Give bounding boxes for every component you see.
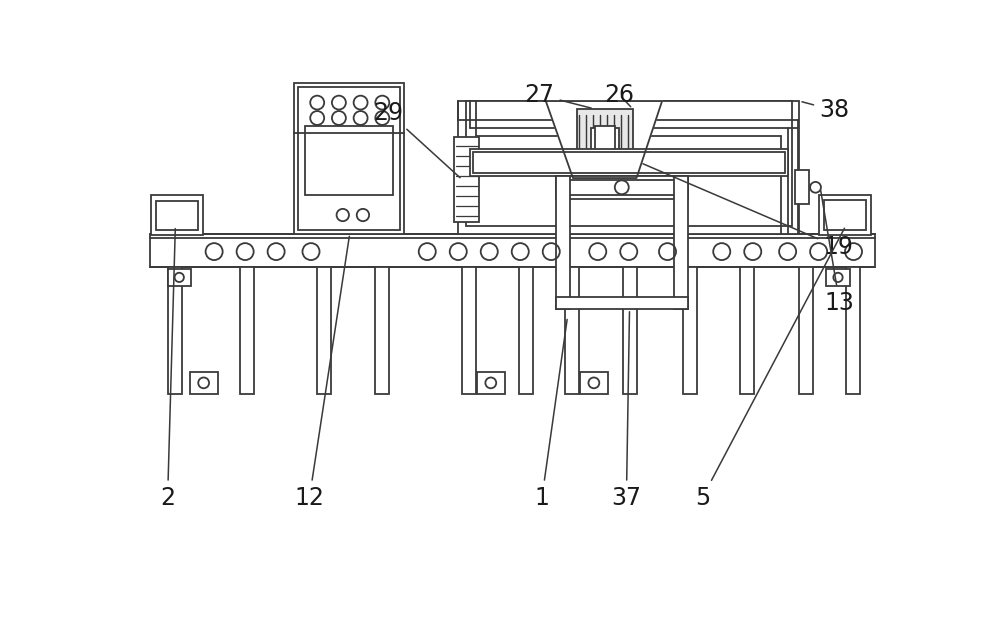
Bar xyxy=(795,170,809,204)
Text: 38: 38 xyxy=(802,99,849,122)
Bar xyxy=(591,128,619,178)
Bar xyxy=(824,200,866,230)
Bar xyxy=(168,266,182,394)
Text: 13: 13 xyxy=(821,190,854,314)
Bar xyxy=(462,266,476,394)
Bar xyxy=(565,266,579,394)
Bar xyxy=(375,266,388,394)
Bar xyxy=(556,176,570,309)
Bar xyxy=(674,176,688,309)
Bar xyxy=(556,296,688,309)
Bar xyxy=(623,266,637,394)
Bar xyxy=(458,101,799,233)
Text: 37: 37 xyxy=(611,312,641,510)
Bar xyxy=(298,87,400,230)
Bar xyxy=(470,149,788,176)
Bar xyxy=(190,372,218,394)
Bar xyxy=(156,201,198,230)
Bar xyxy=(580,372,608,394)
Text: 19: 19 xyxy=(643,163,853,260)
Text: 1: 1 xyxy=(535,319,567,510)
Bar xyxy=(294,84,404,233)
Text: 27: 27 xyxy=(525,83,591,108)
Bar xyxy=(454,137,479,222)
Text: 2: 2 xyxy=(160,228,175,510)
Text: 5: 5 xyxy=(695,228,844,510)
Bar xyxy=(595,125,615,180)
Bar xyxy=(683,266,697,394)
Bar xyxy=(826,269,850,286)
Bar xyxy=(305,125,393,195)
Bar xyxy=(740,266,754,394)
Bar xyxy=(560,180,684,195)
Bar xyxy=(466,101,792,226)
Text: 29: 29 xyxy=(374,100,460,178)
Bar xyxy=(151,195,203,235)
Bar xyxy=(240,266,254,394)
Bar xyxy=(473,152,785,173)
Bar xyxy=(846,266,860,394)
Text: 26: 26 xyxy=(604,83,634,107)
Bar xyxy=(556,176,688,199)
Bar xyxy=(150,233,875,266)
Bar xyxy=(519,266,533,394)
Bar xyxy=(317,266,331,394)
Bar xyxy=(819,195,871,235)
Bar xyxy=(577,109,633,174)
Bar xyxy=(168,269,191,286)
Text: 12: 12 xyxy=(295,236,349,510)
Bar xyxy=(799,266,813,394)
Polygon shape xyxy=(546,101,662,178)
Bar xyxy=(477,372,505,394)
